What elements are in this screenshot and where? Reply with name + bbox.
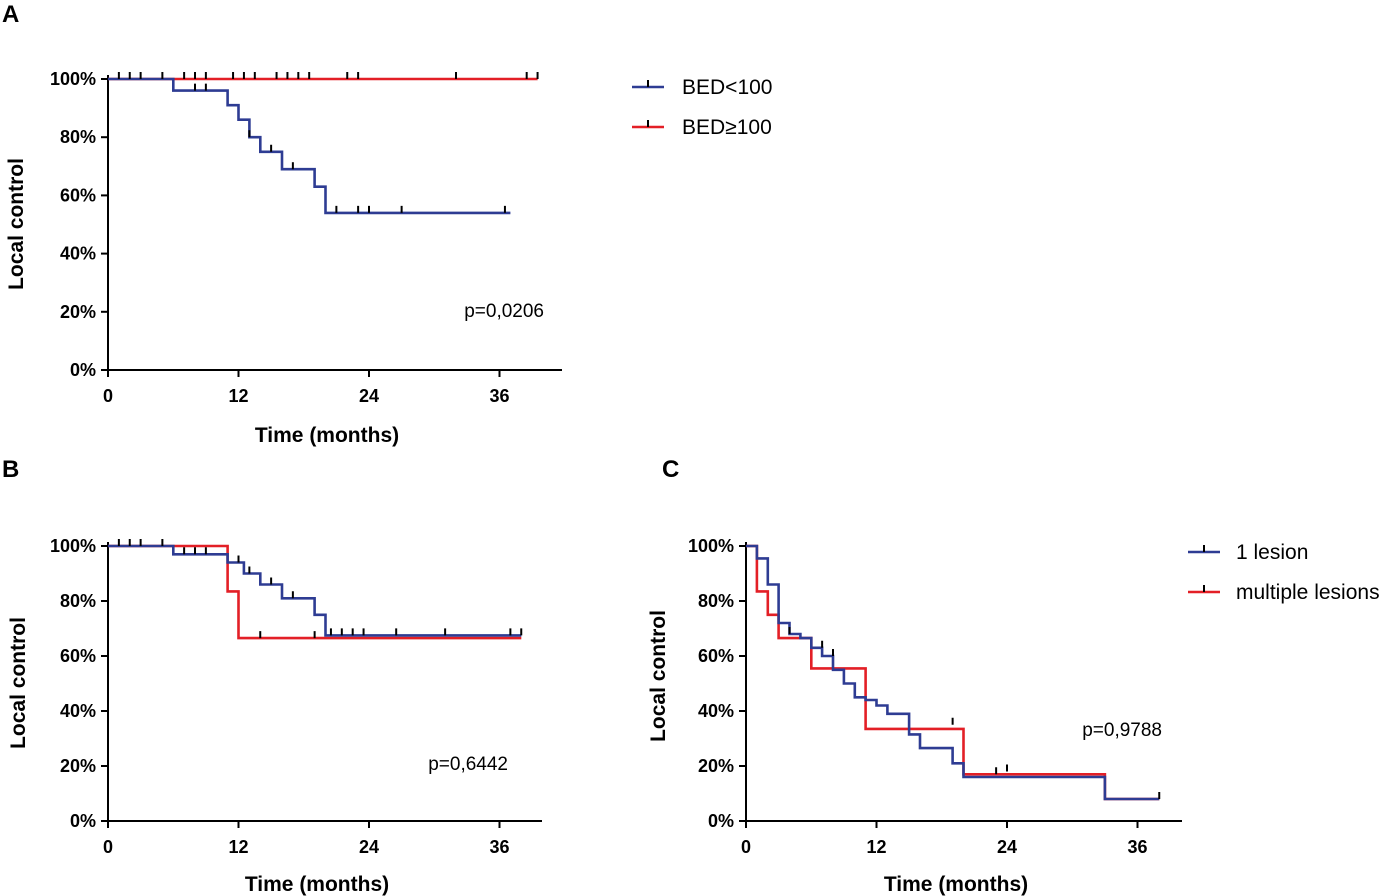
legend-a-label-0: BED<100 [682,76,772,99]
y-tick-label: 40% [698,701,734,721]
x-tick-label: 0 [103,837,113,857]
series-line-0 [108,77,511,215]
x-tick-label: 24 [359,837,379,857]
y-axis-title: Local control [5,158,28,290]
p-value: p=0,9788 [1082,720,1162,741]
legend-c-label-0: 1 lesion [1236,541,1308,564]
panel-letter-c: C [662,456,679,483]
series-line-0 [746,544,1160,801]
legend-c-label-1: multiple lesions [1236,581,1380,604]
y-tick-label: 20% [698,756,734,776]
panel-b-chart: 0% 20% 40% 60% 80% 100% 0 12 24 36 Time (months) Lo… [7,536,542,896]
x-tick-label: 0 [103,386,113,406]
y-tick-label: 40% [60,701,96,721]
y-tick-label: 100% [50,536,96,556]
y-tick-label: 0% [708,811,734,831]
y-tick-label: 60% [60,646,96,666]
y-tick-label: 80% [60,127,96,147]
y-tick-label: 0% [70,811,96,831]
y-tick-label: 20% [60,756,96,776]
legend-a: BED<100 BED≥100 [632,76,772,139]
series-line-1 [108,544,522,640]
legend-a-label-1: BED≥100 [682,116,772,139]
x-tick-label: 12 [228,837,248,857]
x-axis-title: Time (months) [245,873,389,896]
p-value: p=0,6442 [428,754,508,775]
y-tick-label: 0% [70,360,96,380]
x-axis-title: Time (months) [255,424,399,447]
series-line-1 [746,544,1160,801]
x-tick-label: 36 [1127,837,1147,857]
x-tick-label: 36 [489,837,509,857]
y-tick-label: 60% [60,185,96,205]
y-tick-label: 60% [698,646,734,666]
y-tick-label: 80% [60,591,96,611]
x-tick-label: 24 [359,386,379,406]
legend-c: 1 lesion multiple lesions [1188,541,1380,604]
panel-letter-a: A [2,1,19,28]
y-axis-title: Local control [7,617,30,749]
panel-letter-b: B [2,456,19,483]
y-tick-label: 100% [688,536,734,556]
x-tick-label: 12 [228,386,248,406]
p-value: p=0,0206 [464,301,544,322]
series-line-0 [108,544,522,637]
y-tick-label: 40% [60,244,96,264]
y-tick-label: 100% [50,69,96,89]
x-tick-label: 36 [489,386,509,406]
y-tick-label: 80% [698,591,734,611]
panel-a-chart: 0% 20% 40% 60% 80% 100% 0 12 24 36 Time (months) Lo… [5,69,562,447]
y-axis-title: Local control [647,610,670,742]
x-tick-label: 24 [997,837,1017,857]
panel-c-chart: 0% 20% 40% 60% 80% 100% 0 12 24 36 Time (months) Lo… [647,536,1182,896]
x-tick-label: 0 [741,837,751,857]
x-tick-label: 12 [866,837,886,857]
x-axis-title: Time (months) [884,873,1028,896]
y-tick-label: 20% [60,302,96,322]
